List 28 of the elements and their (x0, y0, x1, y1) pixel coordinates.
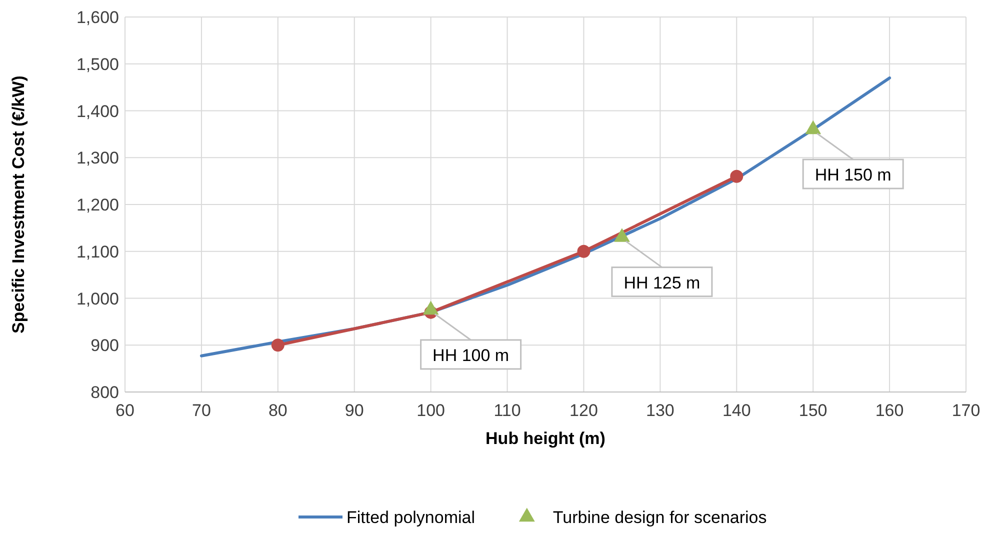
x-tick-label: 160 (875, 401, 904, 420)
x-tick-label: 130 (646, 401, 674, 420)
x-tick-label: 140 (722, 401, 751, 420)
x-tick-label: 70 (192, 401, 211, 420)
x-tick-label: 90 (344, 401, 364, 420)
y-tick-label: 800 (90, 383, 119, 402)
annotation: HH 125 m (624, 273, 700, 292)
annotation: HH 100 m (432, 346, 510, 365)
x-tick-label: 100 (416, 401, 446, 420)
y-tick-label: 1,000 (76, 289, 119, 308)
x-tick-label: 150 (798, 401, 828, 420)
y-axis-title: Specific Investment Cost (€/kW) (9, 76, 28, 334)
y-tick-label: 900 (90, 336, 119, 356)
legend-label: Fitted polynomial (346, 508, 476, 527)
legend-label: Turbine design for scenarios (552, 508, 767, 527)
y-tick-label: 1,300 (76, 148, 119, 168)
y-tick-label: 1,500 (76, 54, 119, 74)
y-tick-label: 1,600 (76, 8, 119, 27)
annotation: HH 150 m (814, 166, 892, 184)
y-tick-label: 1,400 (76, 102, 119, 121)
x-tick-label: 120 (570, 401, 598, 420)
x-tick-label: 60 (116, 401, 134, 420)
x-tick-label: 80 (268, 401, 288, 420)
y-tick-label: 1,200 (76, 196, 119, 214)
x-tick-label: 110 (494, 401, 521, 420)
x-tick-label: 170 (952, 401, 980, 420)
y-tick-label: 1,100 (76, 242, 119, 262)
x-axis-title: Hub height (m) (486, 429, 606, 448)
